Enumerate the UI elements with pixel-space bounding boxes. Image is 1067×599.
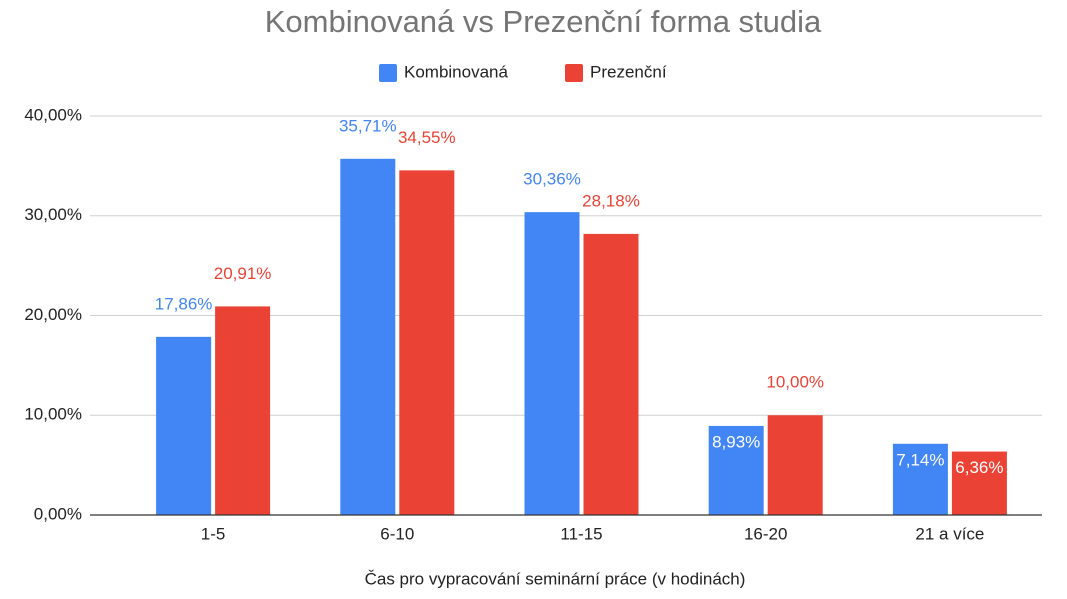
legend-swatch [379,64,397,82]
x-tick-label: 11-15 [560,524,602,543]
data-label: 28,18% [582,191,640,210]
x-tick-label: 6-10 [380,524,414,543]
bar [215,306,271,515]
bar [892,443,948,515]
bar [708,425,764,515]
bar [583,233,639,516]
y-tick-label: 40,00% [24,105,82,124]
y-tick-label: 20,00% [24,305,82,324]
bar [156,336,212,515]
bar [524,212,580,515]
data-label: 34,55% [398,128,456,147]
data-label: 6,36% [955,458,1003,477]
data-label: 30,36% [523,170,581,189]
legend-swatch [565,64,583,82]
legend-label: Prezenční [590,62,667,81]
chart-title: Kombinovaná vs Prezenční forma studia [265,4,822,39]
bar [767,415,823,515]
y-tick-label: 0,00% [34,504,82,523]
data-label: 35,71% [339,116,397,135]
bar [340,158,396,515]
legend-label: Kombinovaná [404,62,509,81]
data-label: 10,00% [766,373,824,392]
x-tick-label: 21 a více [915,524,984,543]
data-label: 8,93% [712,432,760,451]
bar [951,451,1007,515]
data-label: 20,91% [214,264,272,283]
data-label: 7,14% [896,450,944,469]
x-axis-label: Čas pro vypracování seminární práce (v h… [365,569,746,588]
data-label: 17,86% [155,294,213,313]
y-tick-label: 10,00% [24,405,82,424]
x-tick-label: 16-20 [744,524,787,543]
bar [399,170,455,515]
x-tick-label: 1-5 [201,524,226,543]
y-tick-label: 30,00% [24,205,82,224]
